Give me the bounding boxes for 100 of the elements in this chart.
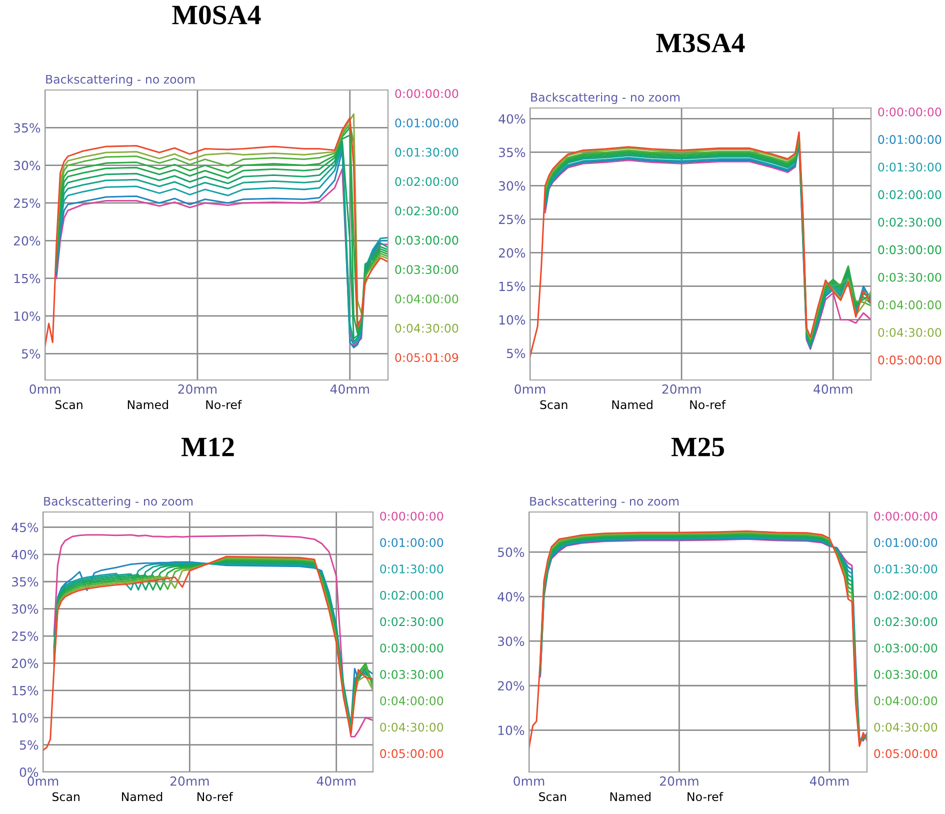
text: 0:02:00:00 — [380, 590, 444, 600]
text: Named — [122, 792, 162, 802]
series-label: 0:03:00:00 — [874, 644, 938, 653]
y-tick-label: 10% — [498, 726, 524, 736]
text: 0:04:00:00 — [395, 294, 458, 304]
text: 0:02:30:00 — [380, 617, 444, 626]
y-tick-label: 10% — [499, 315, 526, 325]
series-label: 0:04:00:00 — [874, 696, 938, 706]
y-tick-label: 10% — [12, 713, 38, 723]
text: Scan — [539, 792, 566, 802]
x-tick-label: 0mm — [514, 776, 544, 786]
series-label: 0:03:30:00 — [395, 265, 458, 274]
text: Scan — [540, 400, 568, 410]
x-tick-label: 40mm — [330, 384, 369, 394]
y-tick-label: 5% — [20, 740, 38, 750]
series-label: 0:02:30:00 — [874, 617, 938, 626]
series-label: 0:03:30:00 — [874, 670, 938, 679]
series-label: 0:05:00:00 — [874, 749, 938, 758]
x-tick-label: 40mm — [316, 776, 356, 786]
y-tick-label: 20% — [498, 248, 526, 258]
text: Named — [612, 400, 652, 410]
chart-title: M25 — [671, 438, 724, 456]
y-tick-label: 25% — [12, 631, 38, 641]
series-label: 0:03:00:00 — [380, 644, 444, 653]
chart-subtitle: Backscattering - no zoom — [530, 496, 679, 508]
x-tick-label: 40mm — [810, 776, 849, 786]
text: 0:01:00:00 — [395, 118, 458, 128]
series-label: 0:03:30:00 — [878, 272, 942, 282]
text: 0:01:00:00 — [380, 538, 444, 548]
y-tick-label: 20% — [14, 236, 40, 246]
x-tick-label: 0mm — [30, 384, 60, 394]
chart-subtitle: Backscattering - no zoom — [46, 74, 195, 86]
y-tick-label: 40% — [12, 550, 38, 560]
y-tick-label: 45% — [12, 522, 38, 532]
text: 0:01:00:00 — [878, 135, 942, 144]
y-tick-label: 35% — [12, 577, 38, 587]
text: 0:01:30:00 — [878, 162, 942, 172]
text: No-ref — [688, 792, 724, 802]
text: 0:04:30:00 — [395, 324, 458, 333]
series-label: 0:04:00:00 — [878, 300, 942, 310]
y-tick-label: 20% — [498, 681, 524, 691]
chart-subtitle: Backscattering - no zoom — [44, 496, 193, 508]
x-tick-label: 0mm — [514, 384, 546, 394]
y-tick-label: 30% — [12, 604, 38, 614]
x-tick-label: 40mm — [814, 384, 852, 394]
text: Scan — [52, 792, 80, 802]
text: 0:01:30:00 — [380, 564, 444, 574]
y-tick-label: 40% — [498, 114, 526, 124]
series-label: 0:01:30:00 — [874, 564, 938, 574]
x-tick-label: 20mm — [170, 776, 209, 786]
text: 0:01:00:00 — [874, 538, 938, 548]
series-label: 0:04:30:00 — [874, 722, 938, 732]
text: 0:05:01:09 — [395, 353, 458, 362]
y-tick-label: 15% — [12, 686, 38, 696]
text: 0:05:00:00 — [380, 749, 444, 758]
y-tick-label: 0% — [20, 767, 38, 777]
text: No-ref — [197, 792, 234, 802]
y-tick-label: 5% — [506, 348, 526, 358]
y-tick-label: 20% — [12, 658, 38, 668]
series-label: 0:04:00:00 — [380, 696, 444, 706]
x-tick-label: 20mm — [662, 384, 701, 394]
x-tick-label: 20mm — [178, 384, 217, 394]
y-tick-label: 30% — [498, 636, 524, 646]
text: No-ref — [206, 400, 242, 410]
y-tick-label: 35% — [14, 123, 40, 133]
text: 0:00:00:00 — [380, 512, 444, 521]
text: 0:05:00:00 — [878, 356, 942, 364]
series-label: 0:03:00:00 — [395, 236, 458, 245]
y-tick-label: 50% — [498, 548, 524, 557]
chart-subtitle: Backscattering - no zoom — [531, 92, 680, 104]
text: 0:00:00:00 — [874, 512, 938, 521]
y-tick-label: 15% — [499, 282, 526, 292]
series-label: 0:02:00:00 — [874, 590, 938, 600]
y-tick-label: 30% — [14, 160, 40, 170]
y-tick-label: 25% — [14, 198, 40, 208]
text: 0:02:00:00 — [878, 190, 942, 200]
x-tick-label: 0mm — [28, 776, 58, 786]
text: Named — [128, 400, 168, 410]
y-tick-label: 10% — [14, 311, 40, 321]
y-tick-label: 40% — [498, 592, 524, 602]
chart-title: M12 — [181, 438, 234, 456]
y-tick-label: 30% — [499, 181, 526, 191]
text: 0:00:00:00 — [878, 107, 942, 116]
chart-title: M0SA4 — [172, 6, 261, 24]
y-tick-label: 25% — [498, 214, 526, 224]
series-label: 0:03:30:00 — [380, 670, 444, 679]
text: 0:02:30:00 — [395, 206, 458, 216]
text: Named — [610, 792, 650, 802]
text: 0:02:30:00 — [878, 218, 942, 227]
text: 0:03:00:00 — [878, 245, 942, 254]
y-tick-label: 35% — [499, 148, 526, 158]
text: 0:01:30:00 — [395, 148, 458, 157]
y-tick-label: 5% — [22, 349, 40, 359]
text: 0:02:00:00 — [395, 177, 458, 186]
text: 0:04:30:00 — [878, 328, 942, 337]
x-tick-label: 20mm — [660, 776, 698, 786]
text: 0:04:30:00 — [380, 722, 444, 732]
chart-title: M3SA4 — [656, 34, 745, 52]
text: No-ref — [690, 400, 726, 410]
text: 0:00:00:00 — [395, 89, 458, 98]
